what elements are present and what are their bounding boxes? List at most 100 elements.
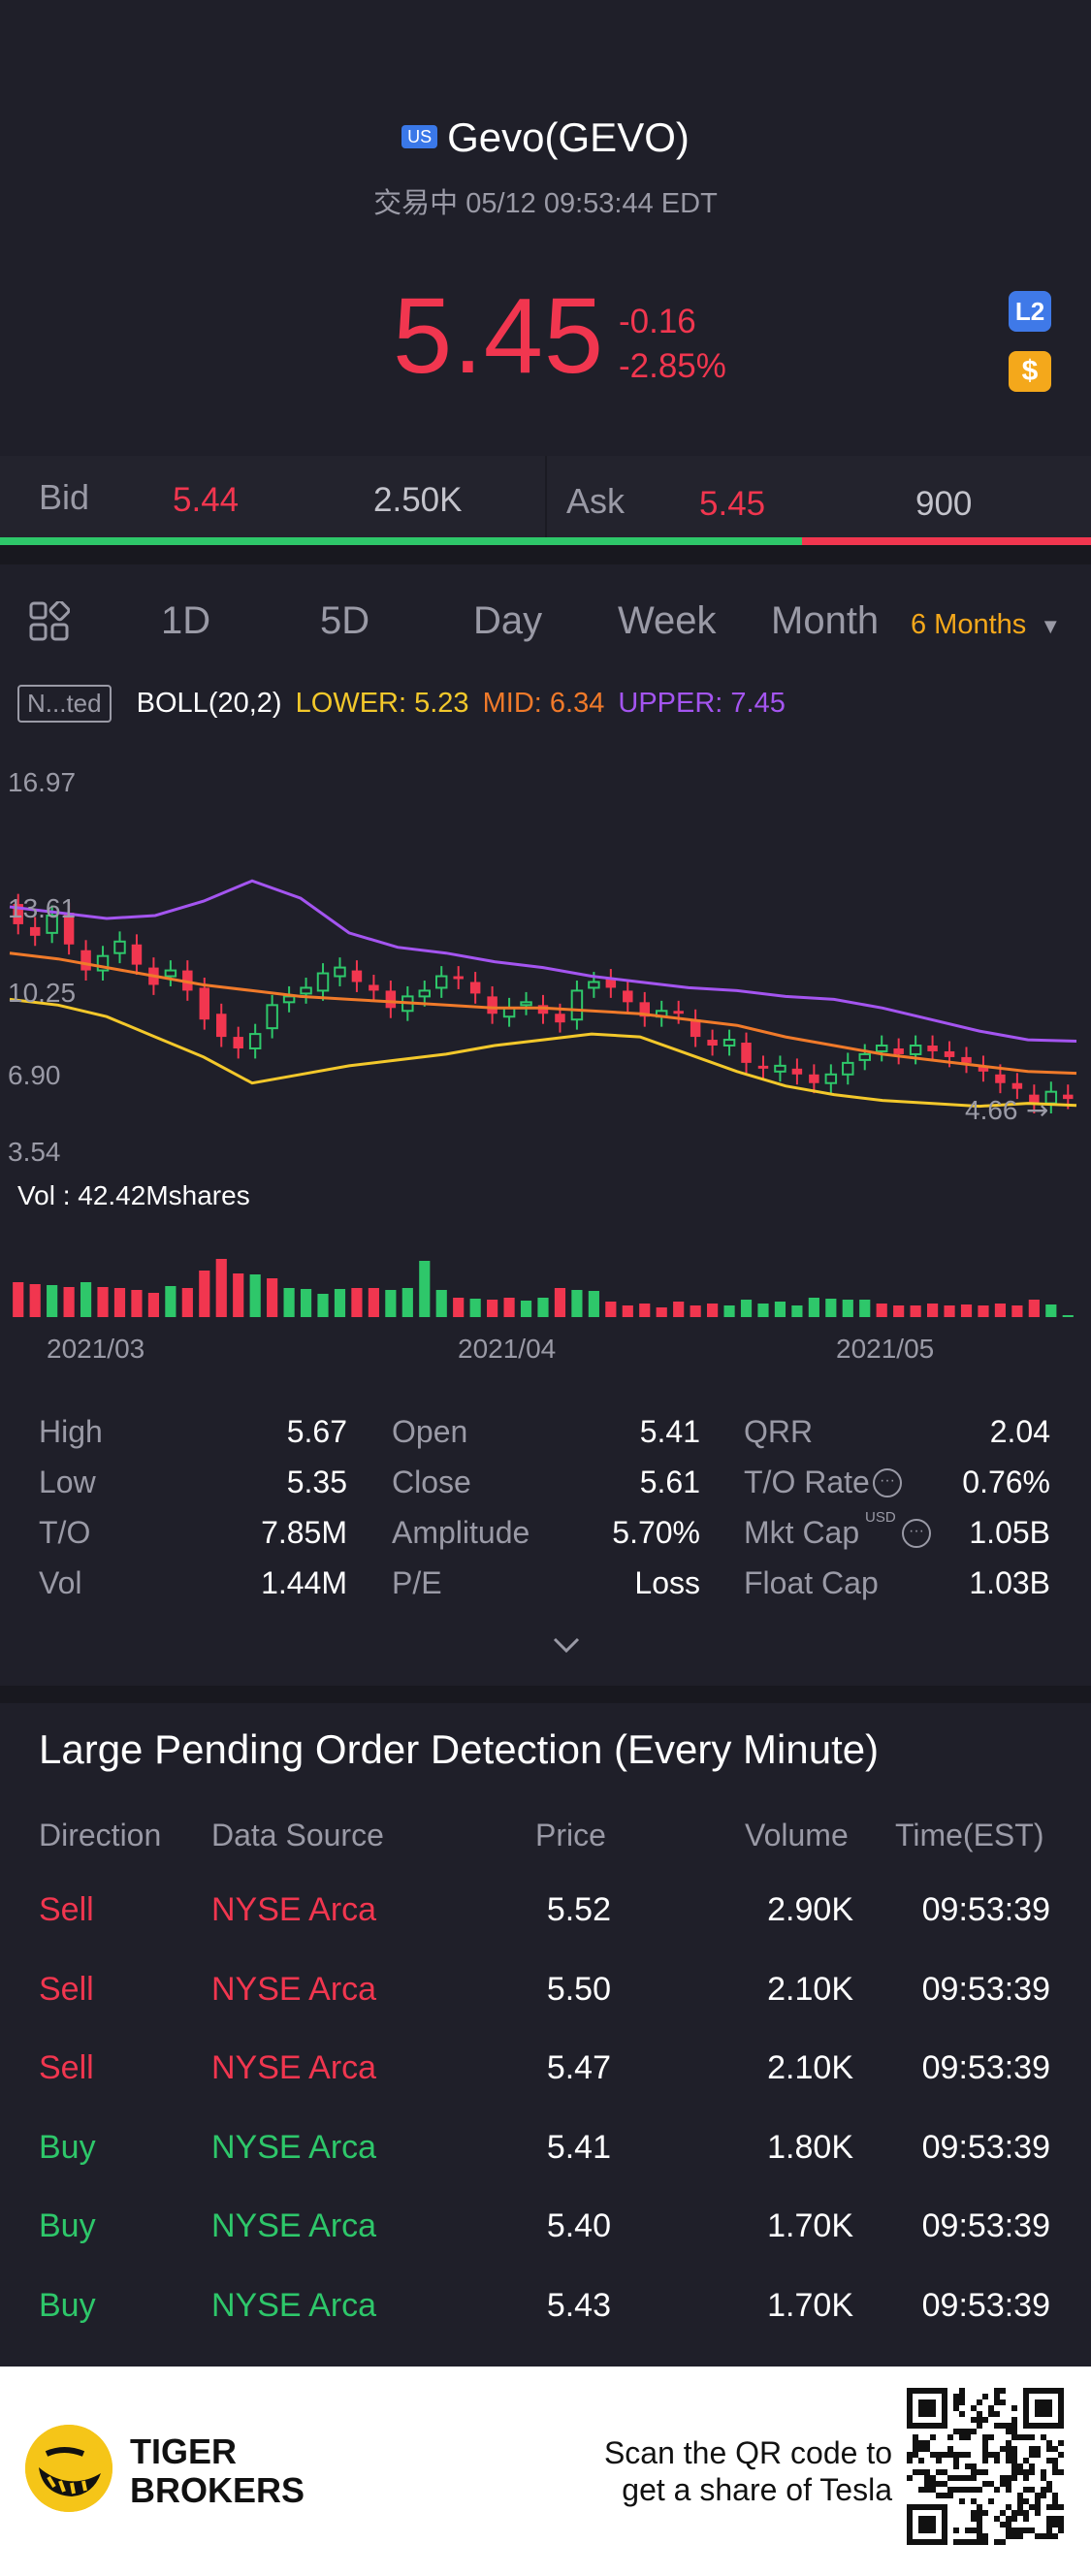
tab-day[interactable]: Day [473,599,543,642]
candle [707,1040,718,1046]
candle [199,987,210,1020]
volume-bar [113,1288,126,1317]
order-row: Buy NYSE Arca 5.41 1.80K 09:53:39 [0,2125,1091,2183]
candlestick-chart[interactable]: 16.97 13.61 10.25 6.90 3.54 4.66 → Vol :… [0,747,1091,1368]
tab-6-months-label: 6 Months [911,609,1027,640]
candle [824,1073,838,1084]
stat-value: 1.05B [969,1515,1050,1550]
tab-1d[interactable]: 1D [161,599,211,642]
stat-label: Mkt Cap [744,1515,860,1550]
tab-week[interactable]: Week [618,599,717,642]
candle [96,954,110,972]
volume-bar [469,1299,481,1317]
bid-price: 5.44 [173,481,240,519]
qr-code-icon [907,2388,1064,2545]
boll-lower-line [9,997,1077,1109]
order-direction: Sell [39,2049,94,2086]
volume-bar [707,1304,719,1317]
volume-bar [13,1282,24,1317]
col-header: Price [535,1818,606,1852]
volume-bar [673,1302,685,1317]
stat-label: Amplitude [392,1515,530,1550]
volume-bar [520,1301,532,1317]
candle [995,1074,1006,1083]
order-price: 5.43 [546,2286,611,2324]
volume-bar [808,1298,819,1317]
volume-bar [740,1300,753,1317]
brand-line: TIGER [130,2431,238,2471]
tab-5d[interactable]: 5D [320,599,370,642]
candle [909,1045,922,1055]
candle [774,1064,786,1073]
candle [757,1065,769,1069]
candle [453,976,464,980]
candle [46,914,58,934]
volume-bar [181,1288,193,1317]
candle [961,1056,972,1063]
expand-chevron-icon[interactable] [549,1631,584,1660]
volume-bar [233,1273,244,1317]
dollar-icon[interactable]: $ [1009,351,1051,392]
orders-title: Large Pending Order Detection (Every Min… [39,1726,880,1772]
volume-bar [199,1271,210,1317]
grid-layout-icon[interactable] [29,599,71,642]
stat-label: Close [392,1465,471,1499]
volume-bar [554,1288,566,1317]
order-direction: Sell [39,1970,94,2008]
order-volume: 2.90K [767,1891,853,1928]
candle [809,1074,819,1083]
market-status: 交易中 05/12 09:53:44 EDT [373,188,718,219]
y-tick-label: 10.25 [8,978,76,1008]
candle [1011,1082,1023,1089]
candle [248,1033,262,1049]
volume-bar [859,1300,871,1317]
tab-month[interactable]: Month [771,599,880,642]
volume-bar [300,1289,312,1317]
bid-ask-bar: Bid 5.44 2.50K Ask 5.45 900 [0,456,1091,545]
stat-label: High [39,1414,103,1449]
candle [300,986,312,995]
y-tick-label: 13.61 [8,893,76,923]
volume-bar [1028,1300,1040,1317]
order-row: Sell NYSE Arca 5.52 2.90K 09:53:39 [0,1887,1091,1946]
volume-bar [503,1298,515,1317]
order-time: 09:53:39 [921,1891,1050,1928]
volume-label: Vol : 42.42Mshares [17,1180,250,1210]
ask-volume-bar [802,537,1091,545]
stat-value: 1.44M [261,1565,347,1600]
y-tick-label: 16.97 [8,767,76,797]
candle [487,996,497,1014]
volume-bar [165,1286,176,1317]
order-volume: 2.10K [767,2049,853,2086]
candle [520,1001,532,1007]
arrow-right-icon: → [1026,1094,1048,1126]
volume-bar [978,1305,989,1317]
stat-label: Low [39,1465,96,1499]
col-header: Time(EST) [895,1818,1044,1852]
order-row: Buy NYSE Arca 5.40 1.70K 09:53:39 [0,2204,1091,2262]
candle [858,1052,871,1061]
volume-bar [47,1285,58,1317]
volume-bar [147,1293,159,1317]
col-header: Data Source [211,1818,384,1852]
candle [690,1019,701,1038]
volume-bar [385,1290,397,1317]
volume-bar [842,1300,853,1317]
level2-icon[interactable]: L2 [1009,291,1051,332]
section-divider [0,545,1091,564]
stat-label: Float Cap [744,1565,879,1600]
y-tick-label: 3.54 [8,1137,61,1167]
stock-title: Gevo(GEVO) [447,114,690,160]
order-direction: Buy [39,2128,96,2166]
info-icon[interactable]: ··· [902,1519,931,1548]
info-icon[interactable]: ··· [873,1468,902,1497]
stat-value: 2.04 [989,1414,1050,1449]
tab-6-months[interactable]: 6 Months ▼ [911,609,1061,641]
volume-bar [80,1282,92,1317]
order-price: 5.40 [546,2207,611,2244]
candle [418,989,432,998]
quote-header [0,0,1091,456]
indicator-tag[interactable]: N...ted [17,685,112,723]
volume-bar [215,1259,227,1317]
volume-bar [944,1305,955,1317]
